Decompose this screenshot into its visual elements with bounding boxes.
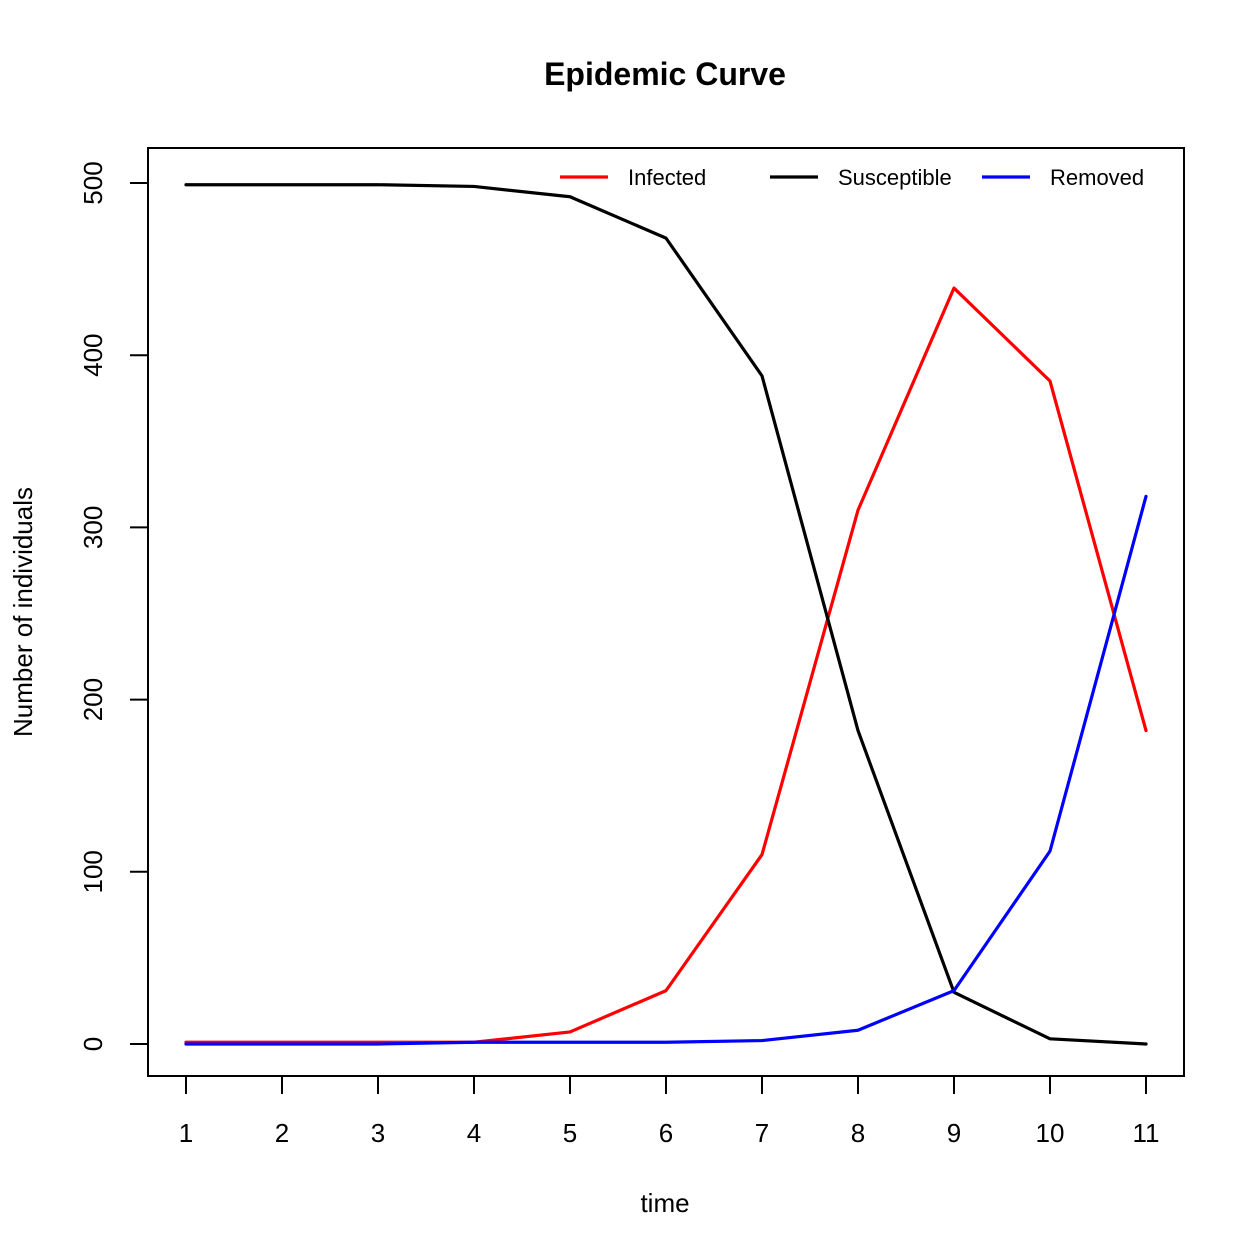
plot-frame [147, 147, 1185, 1077]
x-tick-label: 11 [1133, 1118, 1160, 1148]
y-axis-label: Number of individuals [8, 487, 38, 737]
legend-label: Infected [628, 165, 706, 190]
legend-item-susceptible: Susceptible [770, 165, 952, 190]
chart-title: Epidemic Curve [544, 56, 786, 92]
series-line-susceptible [184, 183, 1148, 1046]
y-axis: 0 100 200 300 400 500 [78, 161, 149, 1051]
legend-item-infected: Infected [560, 165, 706, 190]
x-axis-label: time [640, 1188, 689, 1218]
legend-label: Removed [1050, 165, 1144, 190]
x-tick-label: 2 [275, 1118, 289, 1148]
y-tick-label: 300 [78, 506, 108, 549]
x-tick-label: 1 [179, 1118, 193, 1148]
legend-label: Susceptible [838, 165, 952, 190]
y-tick-label: 100 [78, 850, 108, 893]
x-tick-label: 8 [851, 1118, 865, 1148]
x-tick-label: 7 [755, 1118, 769, 1148]
x-tick-label: 6 [659, 1118, 673, 1148]
y-tick-label: 500 [78, 161, 108, 204]
series-line-removed [184, 494, 1148, 1046]
legend: Infected Susceptible Removed [560, 165, 1144, 190]
x-tick-label: 3 [371, 1118, 385, 1148]
legend-item-removed: Removed [982, 165, 1144, 190]
x-tick-label: 10 [1036, 1118, 1065, 1148]
y-tick-label: 400 [78, 334, 108, 377]
x-tick-label: 9 [947, 1118, 961, 1148]
x-axis: 1 2 3 4 5 6 7 8 9 10 11 [179, 1075, 1160, 1148]
y-tick-label: 0 [78, 1037, 108, 1051]
y-tick-label: 200 [78, 678, 108, 721]
series-line-infected [184, 286, 1148, 1044]
x-tick-label: 4 [467, 1118, 481, 1148]
x-tick-label: 5 [563, 1118, 577, 1148]
series-layer [184, 183, 1148, 1046]
